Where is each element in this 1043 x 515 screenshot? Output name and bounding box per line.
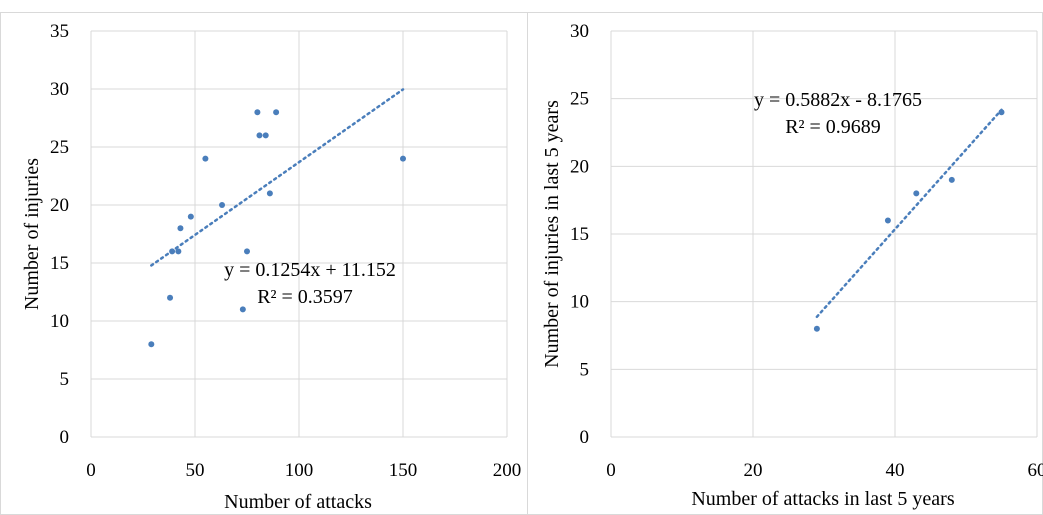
x-tick-label: 0 <box>86 460 96 481</box>
data-point <box>148 341 155 348</box>
data-point <box>219 202 226 208</box>
x-tick-labels: 0 50 100 150 200 <box>86 460 521 481</box>
data-point <box>948 176 955 183</box>
data-point <box>813 325 820 332</box>
x-tick-label: 20 <box>744 460 763 481</box>
x-tick-label: 0 <box>606 460 616 481</box>
r-squared-label: R² = 0.3597 <box>257 286 353 308</box>
data-point <box>202 155 209 162</box>
data-points <box>813 109 1005 332</box>
data-point <box>239 306 246 313</box>
x-tick-labels: 0 20 40 60 <box>606 460 1043 481</box>
data-point <box>175 248 182 255</box>
trend-equation: y = 0.1254x + 11.152 <box>224 259 396 281</box>
scatter-panel-attacks-vs-injuries: 0 5 10 15 20 25 30 35 0 50 100 150 200 y = 0.1254x … <box>21 21 521 513</box>
scatter-panel-last-5-years: 0 5 10 15 20 25 30 0 20 40 60 y = 0.5882x - 8.176… <box>541 21 1043 510</box>
y-tick-label: 0 <box>60 427 70 448</box>
data-points <box>148 109 406 348</box>
y-tick-label: 10 <box>570 292 589 313</box>
y-tick-labels: 0 5 10 15 20 25 30 35 <box>50 21 69 448</box>
x-tick-label: 200 <box>493 460 522 481</box>
x-tick-label: 100 <box>285 460 314 481</box>
grid <box>610 30 1038 438</box>
x-axis-title: Number of attacks in last 5 years <box>691 488 954 510</box>
x-tick-label: 50 <box>186 460 205 481</box>
y-tick-label: 10 <box>50 311 69 332</box>
y-tick-label: 20 <box>570 156 589 177</box>
y-tick-label: 5 <box>60 369 70 390</box>
data-point <box>266 190 273 197</box>
data-point <box>884 217 891 224</box>
data-point <box>187 213 194 220</box>
data-point <box>177 225 184 232</box>
y-tick-label: 25 <box>50 137 69 158</box>
y-tick-label: 35 <box>50 21 69 42</box>
data-point <box>400 155 406 162</box>
y-tick-label: 0 <box>580 427 590 448</box>
data-point <box>913 190 920 197</box>
y-tick-label: 30 <box>50 79 69 100</box>
y-tick-label: 15 <box>570 224 589 245</box>
data-point <box>167 294 174 301</box>
trend-equation: y = 0.5882x - 8.1765 <box>754 89 922 111</box>
y-tick-label: 5 <box>580 359 590 380</box>
trendline <box>815 108 1003 319</box>
data-point <box>998 109 1005 116</box>
data-point <box>244 248 250 255</box>
grid <box>90 30 508 438</box>
y-tick-label: 20 <box>50 195 69 216</box>
data-point <box>256 132 263 139</box>
data-point <box>262 132 269 139</box>
x-tick-label: 60 <box>1028 460 1043 481</box>
data-point <box>254 109 261 116</box>
trendline <box>150 88 405 267</box>
x-axis-title: Number of attacks <box>224 491 372 513</box>
data-point <box>273 109 280 116</box>
y-tick-label: 15 <box>50 253 69 274</box>
r-squared-label: R² = 0.9689 <box>785 116 881 138</box>
data-point <box>169 248 176 255</box>
y-tick-labels: 0 5 10 15 20 25 30 <box>570 21 589 448</box>
y-axis-title: Number of injuries in last 5 years <box>541 100 563 368</box>
y-tick-label: 25 <box>570 89 589 110</box>
y-tick-label: 30 <box>570 21 589 42</box>
x-tick-label: 40 <box>886 460 905 481</box>
x-tick-label: 150 <box>389 460 418 481</box>
y-axis-title: Number of injuries <box>21 158 43 310</box>
